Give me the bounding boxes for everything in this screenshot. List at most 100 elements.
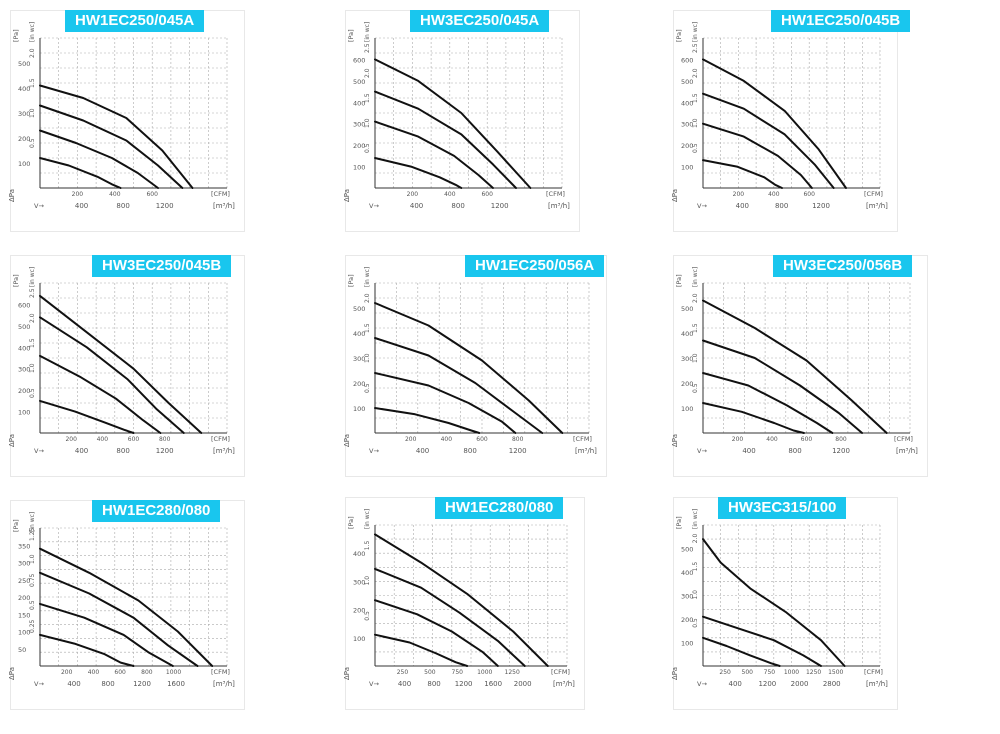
y-tick-label: 300 (353, 355, 365, 363)
y-tick-label: 200 (18, 135, 30, 143)
y-tick-label: 500 (353, 305, 365, 313)
x2-axis-label: [CFM] (211, 668, 230, 676)
series-line (39, 547, 214, 667)
y-tick-label: 100 (18, 629, 30, 637)
x2-tick-label: 800 (835, 436, 847, 443)
chart-title: HW1EC280/080 (92, 500, 221, 522)
y2-tick-label: 1.0 (364, 118, 371, 128)
x-tick-label: 1600 (167, 680, 185, 688)
chart-svg: 50 100 150 200 250 300 350 0.25 0.5 0.75 1.0 1.25 [P… (8, 500, 245, 710)
x2-tick-label: 250 (719, 669, 731, 676)
y-tick-label: 300 (353, 121, 365, 129)
y-tick-label: 250 (18, 577, 30, 585)
chart-panel: 100 200 300 400 500 600 0.5 1.0 1.5 2.0 2.5 [Pa] [in… (8, 255, 245, 477)
series-line (702, 92, 835, 189)
y-tick-label: 100 (681, 405, 693, 413)
chart-svg: 100 200 300 400 500 600 0.5 1.0 1.5 2.0 2.5 [Pa] [in… (343, 10, 580, 232)
y-axis-label: [Pa] (12, 274, 20, 287)
x2-axis-label: [CFM] (864, 668, 883, 676)
series-line (39, 129, 159, 189)
x2-axis-label: [CFM] (864, 190, 883, 198)
y-tick-label: 300 (681, 355, 693, 363)
x-tick-label: 400 (728, 680, 741, 688)
panel-border (673, 10, 898, 232)
x2-tick-label: 200 (65, 436, 77, 443)
v-arrow-label: V→ (369, 680, 379, 688)
y2-tick-label: 1.5 (692, 93, 699, 103)
series-line (374, 120, 494, 189)
series-line (374, 599, 499, 667)
x2-tick-label: 600 (146, 191, 158, 198)
x-tick-label: 800 (451, 202, 464, 210)
series-line (39, 84, 194, 189)
y-tick-label: 100 (353, 405, 365, 413)
series-line (374, 567, 526, 667)
series-line (39, 354, 162, 434)
delta-p-label: ΔPa (671, 667, 679, 680)
y-axis-label: [Pa] (675, 274, 683, 287)
x2-tick-label: 600 (801, 436, 813, 443)
series-line (702, 402, 805, 434)
delta-p-label: ΔPa (671, 189, 679, 202)
y-tick-label: 200 (18, 387, 30, 395)
y2-tick-label: 1.5 (364, 541, 371, 551)
series-line (702, 615, 822, 667)
y-tick-label: 400 (681, 330, 693, 338)
y2-axis-label: [in wc] (364, 267, 371, 287)
y2-axis-label: [in wc] (29, 267, 36, 287)
delta-p-label: ΔPa (8, 189, 16, 202)
x-tick-label: 400 (742, 447, 755, 455)
chart-panel: 100 200 300 400 500 0.5 1.0 1.5 2.0 [Pa] [in wc] ΔP… (671, 497, 898, 710)
y2-tick-label: 1.5 (29, 78, 36, 88)
x-axis-label: [m³/h] (866, 202, 888, 210)
y-tick-label: 100 (681, 164, 693, 172)
series-line (374, 372, 517, 434)
y2-tick-label: 2.0 (692, 68, 699, 78)
chart-panel: 50 100 150 200 250 300 350 0.25 0.5 0.75 1.0 1.25 [P… (8, 500, 245, 710)
series-line (702, 299, 888, 434)
x2-axis-label: [CFM] (546, 190, 565, 198)
x-tick-label: 1200 (758, 680, 776, 688)
y2-tick-label: 0.25 (29, 619, 36, 633)
y-tick-label: 500 (681, 546, 693, 554)
x2-tick-label: 500 (424, 669, 436, 676)
y2-tick-label: 2.0 (692, 533, 699, 543)
x2-tick-label: 1000 (166, 669, 181, 676)
x2-tick-label: 800 (159, 436, 171, 443)
y-tick-label: 400 (353, 99, 365, 107)
v-arrow-label: V→ (697, 680, 707, 688)
x-tick-label: 400 (416, 447, 429, 455)
chart-title: HW1EC280/080 (435, 497, 564, 519)
y-tick-label: 400 (353, 330, 365, 338)
y-tick-label: 100 (353, 635, 365, 643)
series-line (39, 399, 135, 434)
y2-tick-label: 1.0 (29, 363, 36, 373)
y-tick-label: 600 (18, 301, 30, 309)
y-tick-label: 350 (18, 542, 30, 550)
v-arrow-label: V→ (369, 202, 379, 210)
y2-tick-label: 1.0 (692, 118, 699, 128)
y2-tick-label: 2.0 (364, 293, 371, 303)
v-arrow-label: V→ (369, 447, 379, 455)
y2-tick-label: 1.5 (364, 323, 371, 333)
x2-axis-label: [CFM] (211, 190, 230, 198)
x2-tick-label: 1500 (828, 669, 843, 676)
y-axis-label: [Pa] (12, 519, 20, 532)
x-axis-label: [m³/h] (213, 447, 235, 455)
series-line (39, 157, 122, 189)
x-tick-label: 1200 (491, 202, 509, 210)
y2-tick-label: 2.5 (364, 43, 371, 53)
x2-tick-label: 600 (476, 436, 488, 443)
x-tick-label: 800 (427, 680, 440, 688)
x-tick-label: 400 (75, 202, 88, 210)
x-tick-label: 1200 (156, 202, 174, 210)
y-tick-label: 300 (353, 578, 365, 586)
y2-tick-label: 1.0 (692, 590, 699, 600)
x2-tick-label: 200 (733, 191, 745, 198)
y2-tick-label: 1.0 (29, 108, 36, 118)
series-line (374, 407, 481, 434)
series-line (374, 157, 463, 189)
x2-tick-label: 200 (732, 436, 744, 443)
y-tick-label: 200 (681, 616, 693, 624)
